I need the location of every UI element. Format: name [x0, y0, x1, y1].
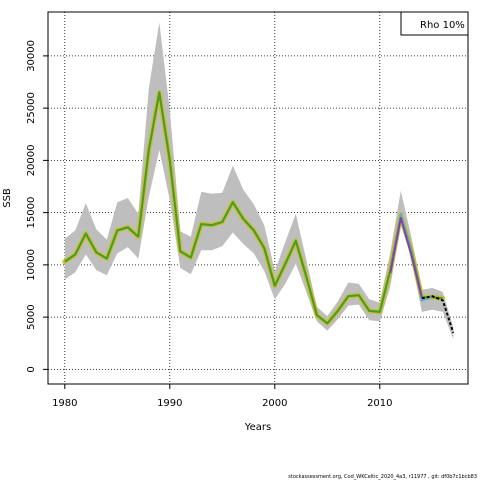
- x-tick-label: 2010: [367, 398, 392, 409]
- x-tick-label: 1990: [157, 398, 182, 409]
- y-tick-label: 30000: [26, 40, 37, 72]
- y-tick-label: 5000: [26, 304, 37, 329]
- y-axis-title: SSB: [2, 188, 13, 208]
- x-axis-title: Years: [244, 422, 271, 433]
- legend-label: Rho 10%: [420, 20, 465, 31]
- plot-frame: [47, 11, 469, 385]
- y-tick-label: 0: [26, 366, 37, 372]
- confidence-band: [64, 22, 454, 340]
- gridlines: [48, 12, 468, 384]
- y-tick-label: 20000: [26, 144, 37, 176]
- x-axis: 1980 1990 2000 2010: [52, 384, 393, 409]
- y-axis: 0 5000 10000 15000 20000 25000 30000: [26, 40, 48, 373]
- y-tick-label: 15000: [26, 197, 37, 229]
- legend-box: [400, 11, 469, 36]
- y-tick-label: 25000: [26, 92, 37, 124]
- series-lines: [62, 90, 455, 334]
- x-tick-label: 1980: [52, 398, 77, 409]
- series-retro-line: [421, 295, 455, 334]
- footnote: stockassessment.org, Cod_WKCeltic_2020_4…: [288, 474, 477, 480]
- x-tick-label: 2000: [262, 398, 287, 409]
- series-retro-line: [389, 216, 423, 298]
- y-tick-label: 10000: [26, 249, 37, 281]
- series-main-line: [64, 91, 443, 325]
- legend: Rho 10%: [400, 11, 469, 36]
